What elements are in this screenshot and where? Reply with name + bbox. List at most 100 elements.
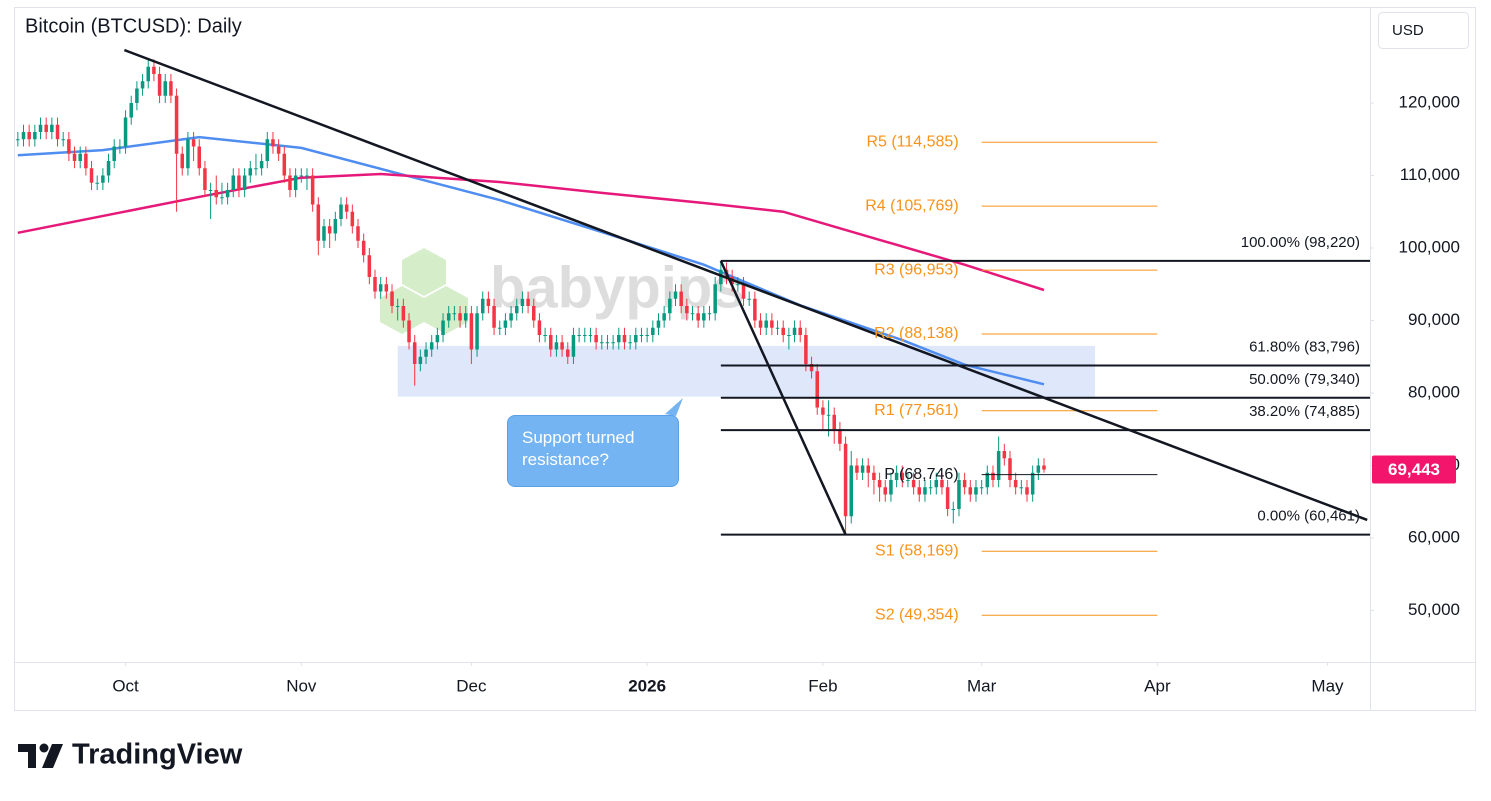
y-tick-label: 80,000 [1408, 382, 1460, 401]
candle-body [645, 335, 649, 336]
pivot-label: S1 (58,169) [875, 543, 959, 560]
candle-body [514, 305, 519, 314]
candle-body [191, 139, 196, 147]
candle-body [1019, 487, 1024, 489]
callout-pointer [665, 398, 683, 416]
candle-body [44, 124, 48, 132]
last-price-label: 69,443 [1388, 460, 1440, 479]
candle-body [957, 480, 961, 510]
candle-body [520, 298, 525, 306]
candle-body [305, 175, 309, 177]
candle-body [979, 487, 984, 489]
candle-body [237, 175, 241, 190]
candle-body [1042, 465, 1046, 470]
candle-body [928, 487, 933, 489]
fib-label: 61.80% (83,796) [1249, 338, 1360, 355]
candle-body [441, 320, 445, 335]
candle-body [356, 226, 360, 241]
pivot-label: R3 (96,953) [874, 261, 959, 278]
candle-body [480, 298, 485, 314]
candle-body [685, 305, 689, 314]
candle-body [361, 240, 366, 256]
candle-body [1008, 458, 1012, 481]
annotation-callout: Support turned resistance? [507, 415, 679, 487]
candle-body [673, 291, 678, 299]
chart-title: Bitcoin (BTCUSD): Daily [25, 15, 242, 37]
candle-body [390, 291, 394, 306]
candle-body [826, 414, 831, 416]
candle-body [804, 335, 808, 365]
x-tick-label: May [1311, 676, 1344, 695]
candle-body [877, 480, 882, 488]
pivot-label: R5 (114,585) [866, 133, 958, 150]
candle-body [537, 320, 542, 335]
candle-body [72, 153, 77, 161]
y-tick-label: 90,000 [1408, 310, 1460, 329]
candle-body [429, 342, 434, 350]
candle-body [758, 320, 763, 328]
candle-body [112, 146, 116, 161]
candle-body [566, 349, 570, 357]
candle-body [549, 335, 553, 350]
candle-body [832, 414, 836, 430]
fib-label: 100.00% (98,220) [1241, 234, 1360, 251]
candle-body [815, 371, 819, 408]
candle-body [367, 255, 372, 277]
candle-body [770, 320, 774, 328]
candle-body [16, 139, 20, 141]
candle-body [911, 480, 916, 488]
candle-body [617, 335, 621, 343]
candle-body [775, 327, 780, 329]
candle-body [220, 197, 224, 199]
candle-body [254, 168, 258, 170]
candle-body [146, 66, 150, 82]
candle-body [741, 284, 746, 299]
candle-body [860, 465, 865, 473]
pivot-label: S2 (49,354) [875, 606, 959, 623]
moving-average [17, 135, 1045, 386]
candle-body [486, 298, 491, 306]
candle-body [583, 335, 587, 336]
candle-body [985, 472, 990, 488]
candle-body [843, 443, 848, 517]
candle-body [543, 335, 547, 336]
x-tick-label: Mar [967, 676, 997, 695]
candle-body [378, 284, 383, 292]
candle-body [577, 335, 581, 336]
candle-body [293, 175, 298, 190]
candle-body [668, 298, 672, 314]
plot-area [16, 48, 1370, 616]
fib-label: 50.00% (79,340) [1249, 371, 1360, 388]
candle-body [248, 168, 253, 176]
currency-box[interactable] [1378, 12, 1469, 49]
candle-body [180, 153, 185, 169]
candle-body [889, 480, 893, 495]
candle-body [163, 81, 167, 96]
candle-body [554, 342, 559, 350]
candle-body [310, 175, 315, 205]
x-tick-label: 2026 [628, 676, 666, 695]
candle-body [600, 342, 604, 344]
candle-body [407, 320, 411, 343]
candle-body [662, 313, 666, 321]
candle-body [707, 313, 712, 315]
candle-body [747, 298, 751, 300]
candle-body [89, 168, 94, 183]
candle-body [344, 204, 349, 212]
trendline [123, 48, 1368, 522]
candle-body [339, 204, 343, 219]
candle-body [1002, 451, 1007, 459]
support-zone [397, 345, 1096, 397]
candle-body [951, 509, 956, 511]
y-tick-label: 120,000 [1399, 92, 1460, 111]
candle-body [67, 139, 71, 154]
candle-body [753, 298, 757, 321]
candle-body [373, 276, 377, 292]
candle-body [129, 102, 133, 118]
candle-body [435, 335, 440, 343]
candle-body [679, 291, 683, 306]
y-tick-label: 50,000 [1408, 600, 1460, 619]
candle-body [33, 131, 37, 140]
candle-body [690, 313, 695, 315]
